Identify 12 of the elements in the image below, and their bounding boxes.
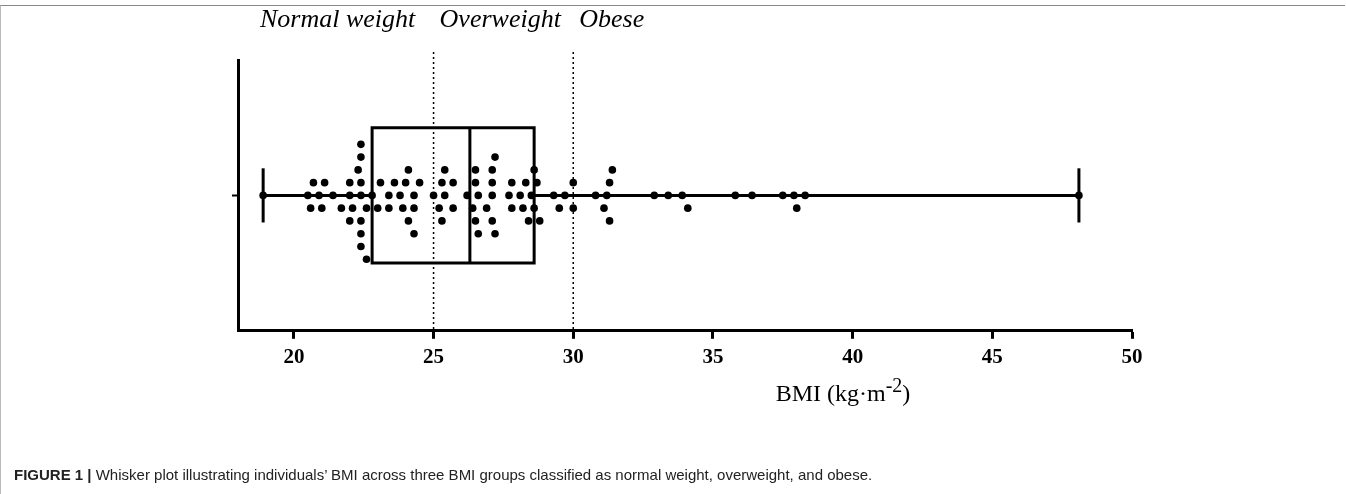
x-tick-label: 45 [981, 343, 1003, 368]
x-tick-label: 30 [562, 343, 584, 368]
x-tick-label: 25 [423, 343, 445, 368]
x-tick-label: 50 [1121, 343, 1143, 368]
x-tick-label: 35 [702, 343, 724, 368]
text: Obese [579, 3, 645, 33]
x-axis-title: BMI (kg·m$^{-2}$) [774, 374, 912, 407]
text: Overweight [439, 3, 562, 33]
x-tick-label: 40 [842, 343, 864, 368]
text: Normal weight [259, 3, 417, 33]
x-tick-label: 20 [283, 343, 305, 368]
caption: FIGURE 1 | Whisker plot illustrating individuals’ BMI across three BMI groups classified as normal weight, overweight, and obese. [14, 466, 873, 483]
